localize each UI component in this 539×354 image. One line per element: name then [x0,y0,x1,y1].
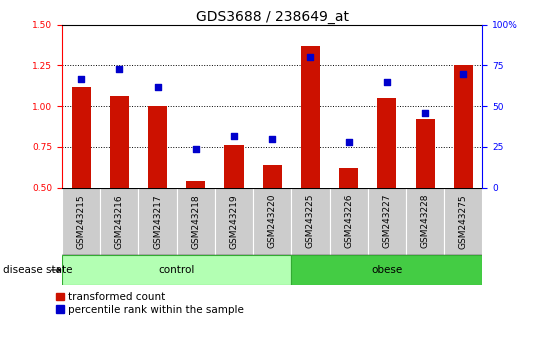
Bar [262,165,282,188]
Bar [62,255,291,285]
Point [306,55,315,60]
Point [459,71,468,76]
Bar [253,188,291,255]
Point [344,139,353,145]
Bar [72,87,91,188]
Bar [139,188,177,255]
Text: GSM243220: GSM243220 [268,194,277,249]
Bar [416,119,434,188]
Point [191,146,200,152]
Text: GSM243228: GSM243228 [420,194,430,249]
Bar [377,98,396,188]
Point [77,76,85,81]
Bar [110,96,129,188]
Bar [301,46,320,188]
Text: GSM243219: GSM243219 [230,194,238,249]
Bar [186,181,205,188]
Text: GSM243216: GSM243216 [115,194,124,249]
Text: control: control [158,265,195,275]
Bar [100,188,139,255]
Point [153,84,162,90]
Bar [329,188,368,255]
Text: GSM243275: GSM243275 [459,194,468,249]
Text: GSM243215: GSM243215 [77,194,86,249]
Bar [62,188,100,255]
Text: GSM243225: GSM243225 [306,194,315,249]
Point [383,79,391,85]
Bar [339,168,358,188]
Bar [215,188,253,255]
Point [421,110,430,115]
Bar [224,145,244,188]
Bar [454,65,473,188]
Title: GDS3688 / 238649_at: GDS3688 / 238649_at [196,10,349,24]
Point [268,136,277,142]
Bar [444,188,482,255]
Point [230,133,238,138]
Bar [148,106,167,188]
Legend: transformed count, percentile rank within the sample: transformed count, percentile rank withi… [57,292,244,315]
Text: GSM243226: GSM243226 [344,194,353,249]
Bar [291,255,482,285]
Text: GSM243217: GSM243217 [153,194,162,249]
Text: GSM243218: GSM243218 [191,194,201,249]
Bar [368,188,406,255]
Text: GSM243227: GSM243227 [382,194,391,249]
Text: disease state: disease state [3,265,72,275]
Point [115,66,123,72]
Bar [406,188,444,255]
Bar [291,188,329,255]
Text: obese: obese [371,265,403,275]
Bar [177,188,215,255]
